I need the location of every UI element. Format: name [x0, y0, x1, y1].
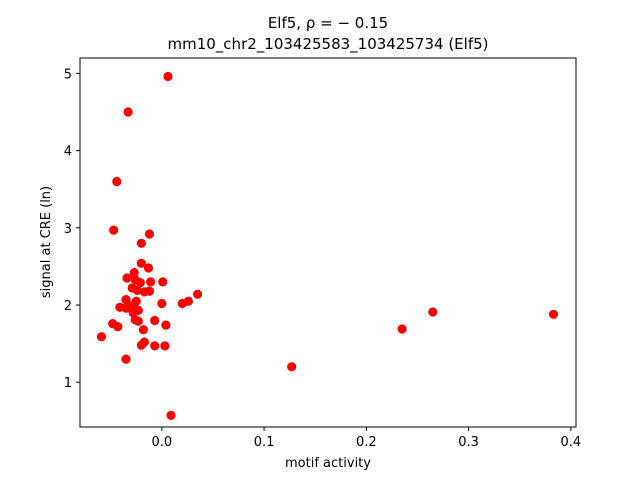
data-point-15	[132, 285, 142, 295]
x-axis-label: motif activity	[285, 456, 371, 471]
data-point-44	[287, 362, 297, 372]
data-point-2	[112, 176, 122, 187]
data-point-46	[428, 307, 438, 317]
data-point-41	[160, 341, 170, 351]
chart-title-line-2: mm10_chr2_103425583_103425734 (Elf5)	[168, 35, 489, 54]
data-point-7	[143, 263, 154, 273]
data-point-9	[122, 273, 132, 283]
x-tick-label-0: 0.0	[151, 435, 172, 450]
data-point-37	[96, 332, 107, 342]
data-point-36	[138, 325, 148, 335]
data-point-39	[136, 340, 146, 350]
data-point-5	[136, 238, 146, 248]
x-tick-label-1: 0.1	[254, 435, 275, 450]
chart-title-line-1: Elf5, ρ = − 0.15	[268, 14, 388, 32]
data-point-18	[193, 289, 203, 299]
data-point-11	[135, 278, 145, 288]
y-tick-label-4: 5	[64, 67, 72, 82]
y-tick-label-1: 2	[64, 299, 72, 314]
y-tick-label-3: 4	[64, 145, 72, 160]
data-point-8	[129, 268, 139, 278]
plot-frame	[79, 57, 577, 428]
y-tick-label-2: 3	[64, 222, 72, 237]
data-point-47	[548, 309, 559, 319]
data-point-35	[161, 320, 171, 330]
data-point-20	[131, 296, 141, 306]
y-axis-ticks: 1 2 3 4 5	[64, 67, 80, 391]
data-point-13	[146, 277, 156, 287]
y-tick-label-0: 1	[64, 376, 72, 391]
data-point-6	[136, 258, 146, 268]
data-point-12	[158, 277, 168, 287]
x-tick-label-2: 0.2	[356, 435, 377, 450]
data-point-45	[397, 324, 407, 334]
data-point-4	[144, 229, 155, 239]
x-axis-ticks: 0.0 0.1 0.2 0.3 0.4	[151, 427, 581, 450]
data-point-32	[150, 315, 160, 326]
data-point-17	[144, 286, 155, 296]
data-point-42	[121, 354, 131, 364]
x-tick-label-3: 0.3	[458, 435, 479, 450]
data-point-3	[109, 225, 119, 235]
data-point-29	[128, 308, 138, 318]
y-axis-label: signal at CRE (ln)	[39, 186, 54, 298]
data-point-23	[177, 298, 187, 309]
x-tick-label-4: 0.4	[561, 435, 582, 450]
data-point-34	[113, 322, 123, 332]
data-point-24	[157, 298, 167, 309]
data-point-26	[121, 303, 131, 313]
data-point-1	[123, 107, 133, 117]
data-point-40	[150, 341, 160, 351]
data-point-31	[133, 316, 143, 326]
data-point-0	[163, 71, 173, 82]
data-points	[96, 71, 559, 420]
data-point-43	[166, 410, 176, 420]
